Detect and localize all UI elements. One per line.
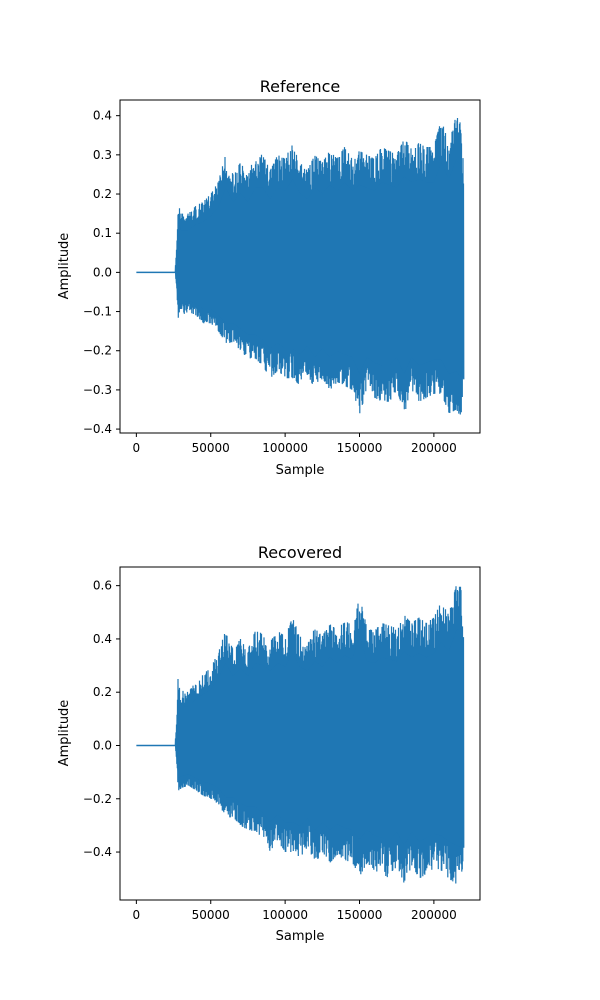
recovered-axes-frame bbox=[119, 566, 481, 901]
recovered-x-tick-label: 0 bbox=[133, 908, 141, 922]
reference-y-tick-label: 0.1 bbox=[93, 226, 112, 240]
reference-x-axis-label: Sample bbox=[276, 463, 325, 478]
reference-x-tick-label: 200000 bbox=[411, 441, 457, 455]
recovered-y-tick-label: 0.0 bbox=[93, 738, 112, 752]
reference-y-tick-label: 0.3 bbox=[93, 148, 112, 162]
reference-axes-frame bbox=[119, 99, 481, 434]
recovered-y-tick-label: 0.4 bbox=[93, 632, 112, 646]
recovered-subplot: 0 50000 100000 150000 200000 −0.4 −0.2 0.0 0.2 0.… bbox=[57, 543, 481, 944]
recovered-y-tick-label: 0.6 bbox=[93, 579, 112, 593]
recovered-signal-layer bbox=[136, 586, 465, 884]
reference-y-tick-label: −0.2 bbox=[83, 344, 112, 358]
recovered-y-axis-label: Amplitude bbox=[57, 700, 72, 767]
reference-y-tick-label: −0.4 bbox=[83, 422, 112, 436]
recovered-waveform-core bbox=[175, 628, 464, 848]
reference-waveform-core bbox=[175, 159, 464, 377]
reference-x-tick-label: 100000 bbox=[262, 441, 308, 455]
reference-y-tick-label: −0.1 bbox=[83, 305, 112, 319]
reference-signal-layer bbox=[136, 117, 465, 415]
recovered-y-tick-label: −0.4 bbox=[83, 845, 112, 859]
recovered-tick-layer: 0 50000 100000 150000 200000 −0.4 −0.2 0.0 0.2 0.… bbox=[83, 579, 457, 922]
reference-title: Reference bbox=[260, 77, 341, 96]
recovered-x-tick-label: 150000 bbox=[337, 908, 383, 922]
recovered-title: Recovered bbox=[258, 543, 342, 562]
reference-subplot: 0 50000 100000 150000 200000 −0.4 −0.3 −0.2 −0.1… bbox=[57, 77, 481, 478]
reference-x-tick-label: 50000 bbox=[192, 441, 230, 455]
reference-y-tick-label: 0.2 bbox=[93, 187, 112, 201]
reference-tick-layer: 0 50000 100000 150000 200000 −0.4 −0.3 −0.2 −0.1… bbox=[83, 109, 457, 455]
recovered-y-tick-label: 0.2 bbox=[93, 685, 112, 699]
reference-y-tick-label: 0.0 bbox=[93, 265, 112, 279]
recovered-y-tick-label: −0.2 bbox=[83, 792, 112, 806]
recovered-x-tick-label: 200000 bbox=[411, 908, 457, 922]
reference-x-tick-label: 0 bbox=[133, 441, 141, 455]
recovered-x-axis-label: Sample bbox=[276, 929, 325, 944]
reference-y-tick-label: 0.4 bbox=[93, 109, 112, 123]
reference-x-tick-label: 150000 bbox=[337, 441, 383, 455]
reference-y-axis-label: Amplitude bbox=[57, 233, 72, 300]
recovered-x-tick-label: 50000 bbox=[192, 908, 230, 922]
reference-y-tick-label: −0.3 bbox=[83, 383, 112, 397]
recovered-x-tick-label: 100000 bbox=[262, 908, 308, 922]
